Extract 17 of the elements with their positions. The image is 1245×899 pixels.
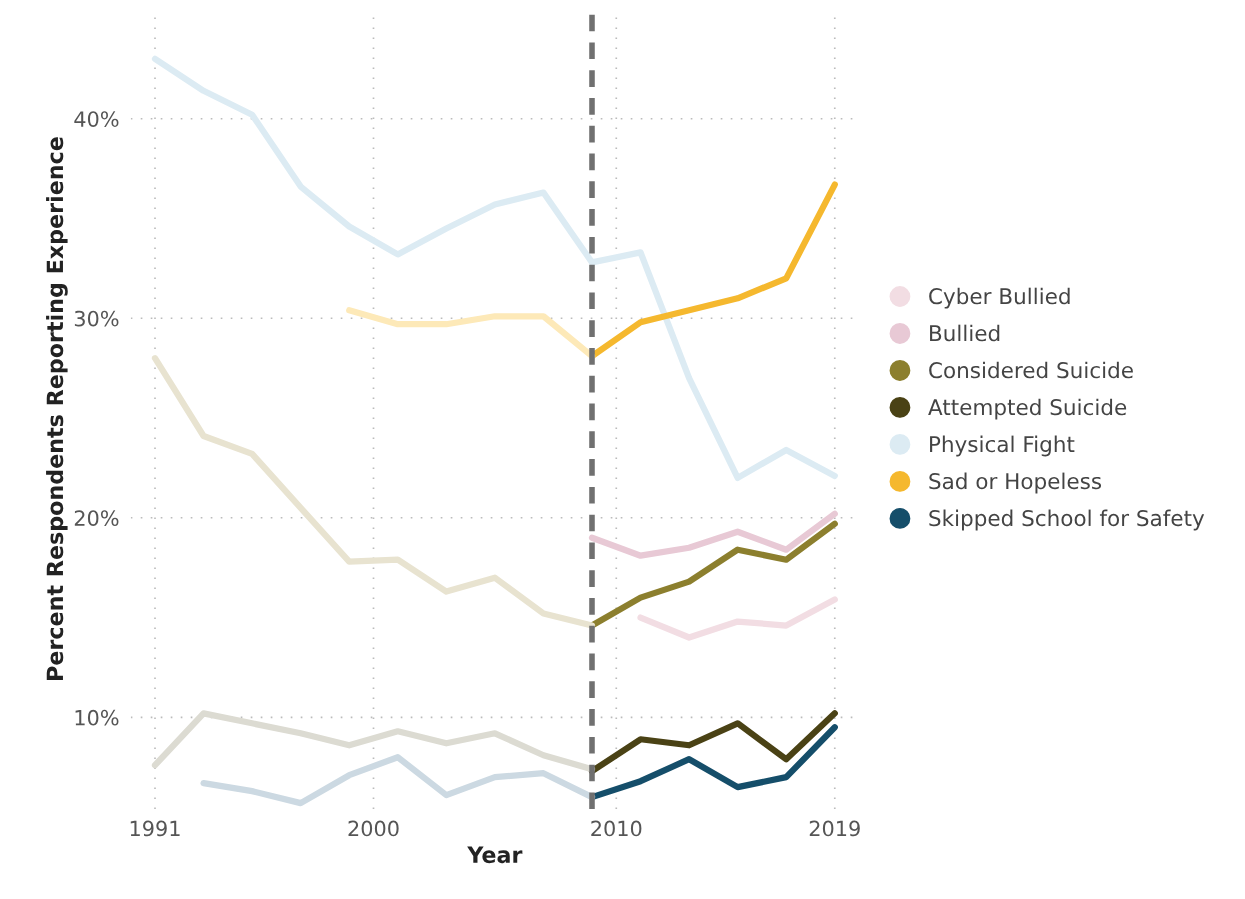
legend-label: Considered Suicide xyxy=(929,361,1133,379)
legend-label: Physical Fight xyxy=(930,435,1075,457)
legend-label: Cyber Bullied xyxy=(929,287,1070,309)
y-tick-label: 10% xyxy=(75,709,119,726)
y-axis-title: Percent Respondents Reporting Experience xyxy=(46,137,68,680)
y-tick-label: 30% xyxy=(74,310,119,327)
legend-label: Sad or Hopeless xyxy=(929,472,1102,494)
legend-label: Skipped School for Safety xyxy=(929,509,1205,531)
x-tick-label: 2010 xyxy=(591,820,642,837)
x-axis-title: Year xyxy=(467,846,523,864)
y-tick-label: 40% xyxy=(74,111,119,127)
x-tick-label: 2019 xyxy=(809,820,860,837)
x-tick-label: 2000 xyxy=(348,820,399,837)
x-tick-label: 1991 xyxy=(130,820,180,837)
legend-label: Bullied xyxy=(930,324,1000,342)
legend-label: Attempted Suicide xyxy=(928,398,1127,420)
y-tick-label: 20% xyxy=(74,510,119,526)
